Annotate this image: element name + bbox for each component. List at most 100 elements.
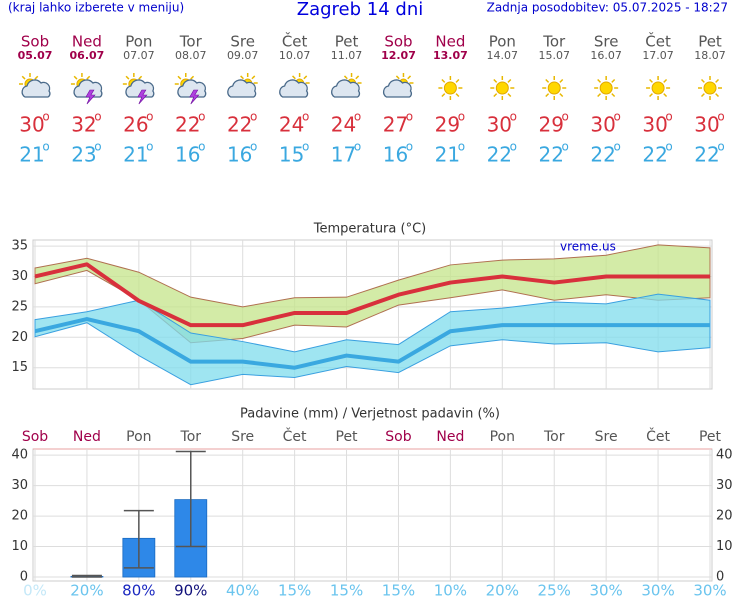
sun-ray bbox=[34, 75, 39, 80]
day-name: Pon bbox=[125, 33, 152, 51]
sun-ray bbox=[455, 78, 460, 83]
day-name: Sob bbox=[384, 33, 412, 51]
max-temp: 29 bbox=[539, 113, 564, 137]
degree-sign: o bbox=[665, 110, 672, 124]
min-temp: 22 bbox=[642, 143, 667, 167]
max-temp: 30 bbox=[590, 113, 615, 137]
cloud-icon bbox=[382, 79, 413, 98]
probability-label: 20% bbox=[70, 582, 103, 600]
lightning-icon bbox=[85, 89, 96, 105]
sun-ray bbox=[611, 78, 616, 83]
day-date: 17.07 bbox=[642, 49, 674, 62]
sun-ray bbox=[597, 93, 602, 98]
degree-sign: o bbox=[510, 140, 517, 154]
probability-label: 80% bbox=[122, 582, 155, 600]
day-date: 10.07 bbox=[279, 49, 311, 62]
min-temp: 21 bbox=[435, 143, 460, 167]
day-date: 14.07 bbox=[487, 49, 519, 62]
day-date: 13.07 bbox=[433, 49, 468, 62]
x-tick-label: Sre bbox=[231, 429, 254, 445]
sun-ray bbox=[700, 93, 705, 98]
y-tick-label: 15 bbox=[11, 360, 28, 375]
degree-sign: o bbox=[42, 110, 49, 124]
temp-line bbox=[34, 262, 710, 328]
degree-sign: o bbox=[42, 140, 49, 154]
min-temp: 23 bbox=[71, 143, 96, 167]
degree-sign: o bbox=[406, 140, 413, 154]
sun-ray bbox=[663, 93, 668, 98]
update-time: Zadnja posodobitev: 05.07.2025 - 18:27 bbox=[487, 1, 728, 15]
degree-sign: o bbox=[302, 110, 309, 124]
degree-sign: o bbox=[510, 110, 517, 124]
degree-sign: o bbox=[665, 140, 672, 154]
cloud-icon bbox=[227, 79, 257, 98]
error-bar bbox=[71, 574, 102, 578]
min-temp: 21 bbox=[19, 143, 44, 167]
y-tick-label: 20 bbox=[11, 509, 28, 524]
y-tick-label: 35 bbox=[11, 239, 28, 254]
day-name: Tor bbox=[542, 33, 566, 51]
sun-disc bbox=[547, 81, 561, 95]
max-temp: 26 bbox=[123, 113, 148, 137]
probability-label: 30% bbox=[693, 582, 726, 600]
cloud-icon bbox=[177, 79, 207, 98]
cloud-icon bbox=[73, 79, 103, 98]
x-tick-label: Ned bbox=[436, 429, 464, 445]
sun-ray bbox=[649, 78, 653, 83]
day-name: Pet bbox=[698, 33, 722, 51]
day-date: 16.07 bbox=[590, 49, 622, 62]
x-tick-label: Sob bbox=[385, 429, 411, 445]
min-temp: 17 bbox=[331, 143, 356, 167]
probability-label: 90% bbox=[174, 582, 207, 600]
sun-icon bbox=[490, 76, 515, 100]
degree-sign: o bbox=[354, 140, 361, 154]
lightning-icon bbox=[189, 89, 200, 105]
temp-line bbox=[34, 317, 710, 370]
probability-label: 30% bbox=[641, 582, 674, 600]
sun-ray bbox=[455, 93, 460, 98]
x-tick-label: Tor bbox=[180, 429, 202, 445]
degree-sign: o bbox=[613, 110, 620, 124]
cloud-icon bbox=[125, 79, 155, 98]
day-date: 11.07 bbox=[331, 49, 363, 62]
sun-ray bbox=[559, 93, 564, 98]
cloud-icon bbox=[331, 79, 361, 98]
max-temp: 32 bbox=[71, 113, 96, 137]
min-temp: 22 bbox=[539, 143, 564, 167]
menu-note: (kraj lahko izberete v meniju) bbox=[8, 1, 184, 15]
probability-label: 20% bbox=[486, 582, 519, 600]
sun-icon bbox=[542, 76, 567, 100]
sun-ray bbox=[138, 75, 143, 80]
max-temp: 24 bbox=[331, 113, 356, 137]
page-title: Zagreb 14 dni bbox=[297, 0, 423, 20]
day-date: 05.07 bbox=[18, 49, 53, 62]
watermark: vreme.us bbox=[560, 240, 616, 254]
x-tick-label: Sob bbox=[22, 429, 48, 445]
day-name: Tor bbox=[179, 33, 203, 51]
x-tick-label: Čet bbox=[646, 427, 670, 445]
sun-ray bbox=[507, 78, 512, 83]
x-tick-label: Ned bbox=[73, 429, 101, 445]
sun-disc bbox=[495, 81, 509, 95]
degree-sign: o bbox=[94, 110, 101, 124]
degree-sign: o bbox=[458, 140, 465, 154]
y-tick-label: 10 bbox=[11, 539, 28, 554]
sun-ray bbox=[190, 75, 195, 80]
sun-ray bbox=[649, 93, 653, 98]
degree-sign: o bbox=[613, 140, 620, 154]
sun-ray bbox=[545, 93, 550, 98]
day-date: 07.07 bbox=[123, 49, 155, 62]
day-date: 15.07 bbox=[538, 49, 570, 62]
sun-disc bbox=[599, 81, 613, 95]
sun-ray bbox=[240, 75, 244, 80]
max-temp: 22 bbox=[227, 113, 252, 137]
plot-area bbox=[32, 239, 713, 390]
min-temp: 15 bbox=[279, 143, 304, 167]
degree-sign: o bbox=[354, 110, 361, 124]
sun-disc bbox=[443, 81, 457, 95]
max-temp: 30 bbox=[487, 113, 512, 137]
x-tick-label: Tor bbox=[543, 429, 565, 445]
degree-sign: o bbox=[562, 110, 569, 124]
y-tick-label: 0 bbox=[20, 570, 28, 585]
sun-ray bbox=[715, 93, 720, 98]
